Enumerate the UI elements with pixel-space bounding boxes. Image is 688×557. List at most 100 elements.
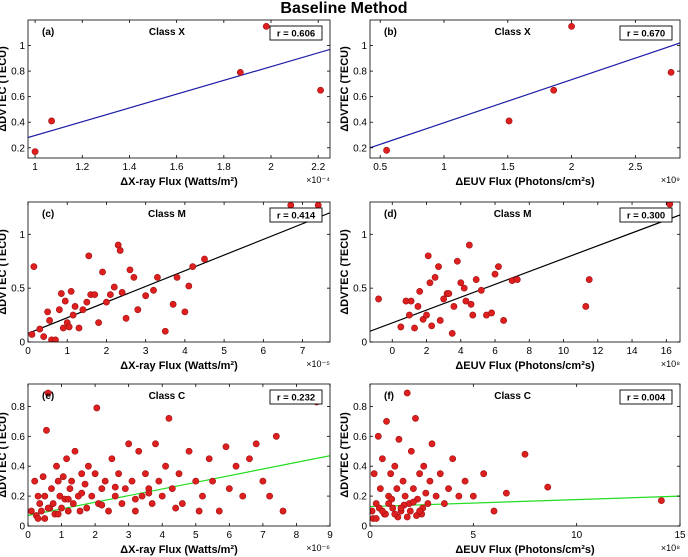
data-point xyxy=(401,492,409,500)
data-point xyxy=(175,470,183,478)
y-axis-label: ΔDVTEC (TECU) xyxy=(339,229,351,315)
y-axis-label: ΔDVTEC (TECU) xyxy=(0,46,9,132)
data-point xyxy=(93,404,101,412)
data-point xyxy=(435,263,442,271)
data-point xyxy=(59,473,67,481)
data-point xyxy=(222,443,230,451)
data-point xyxy=(389,504,397,512)
data-point xyxy=(262,22,270,30)
data-point xyxy=(54,510,62,518)
panels: 1 1.2 1.4 1.6 1.8 2 2.2 0.2 0.4 0.6 0.8 1 (a) Class X… xyxy=(0,19,686,556)
data-point xyxy=(399,477,407,485)
x-tick-label: 2 xyxy=(569,162,575,173)
panel-title: Class M xyxy=(494,209,532,220)
panel-title: Class C xyxy=(149,391,186,402)
x-tick-label: 2.2 xyxy=(311,162,325,173)
data-point xyxy=(550,86,558,94)
x-tick-label: 4 xyxy=(458,346,464,357)
data-point xyxy=(403,513,411,521)
data-point xyxy=(428,440,436,448)
data-point xyxy=(455,492,463,500)
data-point xyxy=(407,447,415,455)
r-value: r = 0.414 xyxy=(277,211,316,222)
data-point xyxy=(488,309,496,317)
data-point xyxy=(172,504,180,512)
data-point xyxy=(110,283,118,291)
data-point xyxy=(68,477,76,485)
data-point xyxy=(111,483,119,491)
fit-line xyxy=(28,455,330,517)
data-point xyxy=(105,507,112,515)
x-tick-label: 1.8 xyxy=(217,162,231,173)
x-tick-label: 1 xyxy=(64,346,70,357)
data-point xyxy=(142,470,149,478)
data-point xyxy=(28,507,35,515)
data-point xyxy=(469,311,477,319)
data-point xyxy=(422,489,430,497)
data-point xyxy=(582,303,590,310)
data-point xyxy=(38,507,45,515)
data-point xyxy=(424,500,432,507)
data-point xyxy=(436,470,444,478)
y-tick-label: 0.6 xyxy=(353,432,367,443)
data-point xyxy=(667,68,675,76)
data-point xyxy=(122,314,130,322)
data-point xyxy=(205,455,213,463)
data-point xyxy=(432,492,440,500)
data-point xyxy=(409,498,417,506)
panel-title: Class X xyxy=(149,27,185,38)
r-value: r = 0.004 xyxy=(627,393,666,404)
x-tick-label: 0 xyxy=(367,530,373,541)
data-point xyxy=(385,500,392,507)
data-point xyxy=(71,303,79,310)
data-point xyxy=(505,117,513,125)
data-point xyxy=(54,477,62,485)
data-point xyxy=(59,324,67,332)
data-point xyxy=(431,273,439,281)
figure-title: Baseline Method xyxy=(280,0,407,17)
data-point xyxy=(115,470,122,478)
data-point xyxy=(414,303,422,310)
data-point xyxy=(81,480,89,488)
data-point xyxy=(79,306,87,314)
data-point xyxy=(41,515,49,522)
data-point xyxy=(56,492,64,500)
data-point xyxy=(397,323,405,331)
y-tick-label: 1 xyxy=(361,41,367,52)
data-point xyxy=(44,389,52,397)
data-point xyxy=(154,273,161,281)
data-point xyxy=(246,455,253,463)
data-point xyxy=(491,270,499,278)
data-point xyxy=(30,263,38,271)
x-tick-label: 16 xyxy=(661,346,673,357)
data-point xyxy=(64,495,72,503)
data-point xyxy=(201,255,208,263)
x-tick-label: 0.5 xyxy=(373,162,387,173)
data-point xyxy=(95,319,102,327)
data-point xyxy=(521,450,529,458)
fit-line xyxy=(28,212,330,334)
r-value-box xyxy=(269,25,323,41)
data-point xyxy=(53,462,60,470)
data-point xyxy=(101,477,109,485)
data-point xyxy=(71,447,79,455)
panel-1: 1 1.2 1.4 1.6 1.8 2 2.2 0.2 0.4 0.6 0.8 1 (a) Class X… xyxy=(0,19,331,188)
data-points xyxy=(28,389,320,522)
data-point xyxy=(103,298,110,306)
x-tick-label: 12 xyxy=(592,346,604,357)
data-point xyxy=(145,489,153,497)
data-point xyxy=(448,329,456,337)
data-point xyxy=(152,440,159,448)
data-point xyxy=(436,317,444,324)
x-tick-label: 10 xyxy=(571,530,583,541)
data-point xyxy=(189,263,197,271)
panel-label: (f) xyxy=(384,391,394,402)
data-point xyxy=(181,308,189,316)
fit-line xyxy=(28,48,330,139)
y-tick-label: 1 xyxy=(361,230,367,241)
data-point xyxy=(426,279,434,287)
data-point xyxy=(544,483,552,491)
data-point xyxy=(469,492,477,500)
data-point xyxy=(34,492,42,500)
data-point xyxy=(31,148,39,156)
